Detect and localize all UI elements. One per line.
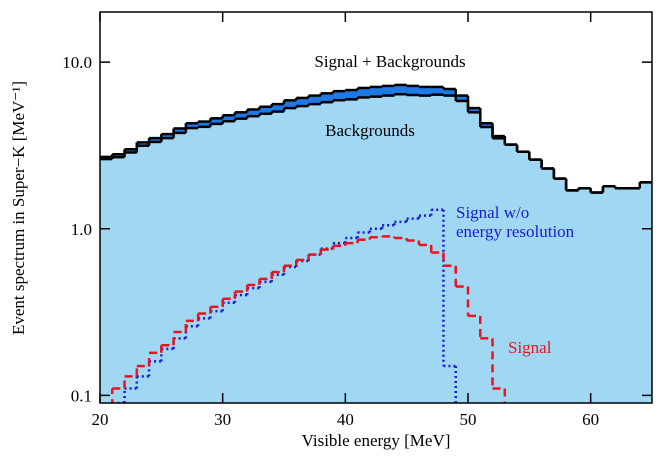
- x-tick-label: 50: [460, 410, 477, 429]
- y-tick-label: 1.0: [71, 220, 92, 239]
- background-area: [627, 188, 641, 403]
- background-area: [517, 151, 530, 403]
- background-area: [406, 95, 420, 403]
- x-tick-label: 60: [582, 410, 599, 429]
- background-area: [615, 188, 628, 403]
- x-tick-label: 30: [214, 410, 231, 429]
- series-label: Backgrounds: [325, 121, 415, 140]
- background-area: [100, 159, 113, 403]
- series-label: Signal: [508, 338, 552, 357]
- background-area: [210, 123, 224, 403]
- background-area: [136, 145, 150, 403]
- background-area: [234, 118, 248, 403]
- background-area: [394, 94, 408, 403]
- background-area: [185, 128, 199, 403]
- background-area: [112, 157, 126, 403]
- background-area: [124, 152, 138, 403]
- background-area: [247, 116, 260, 403]
- background-area: [296, 106, 310, 403]
- background-area: [468, 112, 481, 403]
- background-area: [271, 111, 285, 403]
- background-area: [333, 100, 346, 403]
- x-tick-label: 40: [337, 410, 354, 429]
- y-tick-label: 0.1: [71, 386, 92, 405]
- background-area: [284, 108, 297, 403]
- x-tick-label: 20: [92, 410, 109, 429]
- background-area: [173, 132, 187, 403]
- background-area: [443, 95, 457, 403]
- background-area: [431, 94, 444, 403]
- series-label: Signal + Backgrounds: [314, 52, 466, 71]
- background-area: [198, 126, 211, 403]
- background-area: [382, 95, 395, 403]
- background-area: [369, 96, 383, 403]
- background-area: [639, 182, 652, 403]
- background-area: [553, 178, 567, 403]
- y-axis-label: Event spectrum in Super−K [MeV⁻¹]: [9, 81, 28, 335]
- background-area: [492, 138, 506, 403]
- background-area: [529, 159, 543, 403]
- background-area: [161, 138, 175, 403]
- background-area: [320, 102, 334, 403]
- background-area: [590, 192, 604, 403]
- background-area: [578, 188, 592, 403]
- background-area: [149, 141, 162, 403]
- x-axis-label: Visible energy [MeV]: [302, 431, 451, 450]
- background-area: [357, 97, 371, 403]
- plot-frame: [99, 11, 653, 404]
- background-area: [345, 99, 359, 403]
- background-area: [602, 186, 616, 403]
- background-area: [259, 113, 273, 403]
- background-area: [418, 95, 432, 403]
- y-tick-label: 10.0: [62, 53, 92, 72]
- background-area: [541, 168, 555, 403]
- background-area: [504, 144, 518, 403]
- background-area: [222, 121, 236, 403]
- background-area: [566, 190, 579, 403]
- background-area: [455, 100, 469, 403]
- background-area: [480, 127, 494, 403]
- series-label: Signal w/o energy resolution: [456, 203, 575, 241]
